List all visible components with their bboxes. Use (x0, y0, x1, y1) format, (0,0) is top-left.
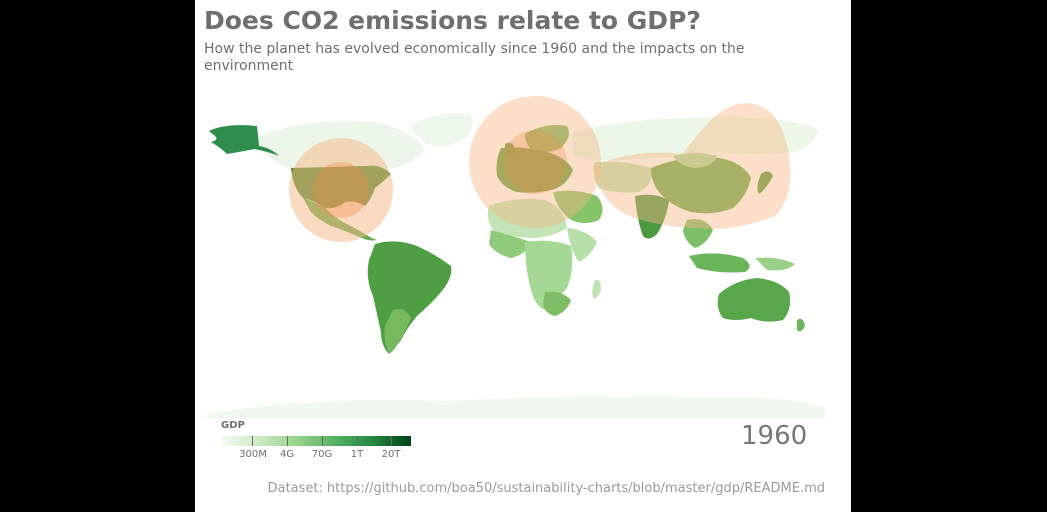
legend-tick (391, 436, 392, 446)
legend-tick-label: 20T (381, 449, 401, 460)
chart-panel: Does CO2 emissions relate to GDP? How th… (195, 0, 851, 512)
legend-title: GDP (221, 420, 245, 431)
co2-bubble-asia[interactable] (593, 103, 791, 229)
india[interactable] (635, 194, 669, 239)
uk[interactable] (505, 142, 515, 157)
year-label: 1960 (741, 421, 808, 451)
new-zealand[interactable] (797, 318, 805, 332)
indonesia[interactable] (689, 253, 750, 273)
japan[interactable] (757, 171, 773, 194)
south-africa[interactable] (543, 291, 571, 316)
legend-tick (357, 436, 358, 446)
legend-tick-label: 300M (239, 449, 267, 460)
legend-tick (322, 436, 323, 446)
south-america[interactable] (367, 241, 452, 354)
page-subtitle: How the planet has evolved economically … (204, 41, 745, 74)
alaska[interactable] (209, 125, 279, 156)
page-title: Does CO2 emissions relate to GDP? (204, 6, 701, 35)
middle-east[interactable] (553, 190, 603, 223)
legend-color-scale (221, 436, 411, 446)
legend-tick-label: 70G (311, 449, 333, 460)
co2-bubble-usa[interactable] (289, 138, 393, 242)
scandinavia[interactable] (525, 125, 569, 153)
southeast-asia[interactable] (683, 219, 713, 248)
legend-tick (287, 436, 288, 446)
australia[interactable] (717, 278, 791, 322)
world-map (205, 96, 825, 418)
central-asia[interactable] (593, 161, 652, 193)
co2-bubble-europe[interactable] (469, 96, 601, 228)
dataset-source: Dataset: https://github.com/boa50/sustai… (267, 481, 825, 496)
co2-bubble-europe-core (503, 130, 567, 194)
legend-tick (252, 436, 253, 446)
china[interactable] (651, 157, 751, 214)
central-africa[interactable] (525, 240, 573, 310)
argentina[interactable] (384, 309, 412, 354)
mongolia[interactable] (673, 153, 717, 168)
legend-tick-label: 4G (279, 449, 295, 460)
madagascar[interactable] (592, 279, 601, 299)
west-africa[interactable] (489, 230, 531, 258)
greenland[interactable] (410, 113, 473, 147)
legend-tick-label: 1T (350, 449, 364, 460)
papua[interactable] (755, 257, 795, 271)
east-africa[interactable] (567, 228, 597, 262)
co2-bubble-usa-core (313, 162, 369, 218)
russia[interactable] (573, 117, 819, 161)
north-africa[interactable] (487, 198, 567, 238)
antarctica[interactable] (205, 396, 825, 418)
europe[interactable] (496, 147, 574, 193)
